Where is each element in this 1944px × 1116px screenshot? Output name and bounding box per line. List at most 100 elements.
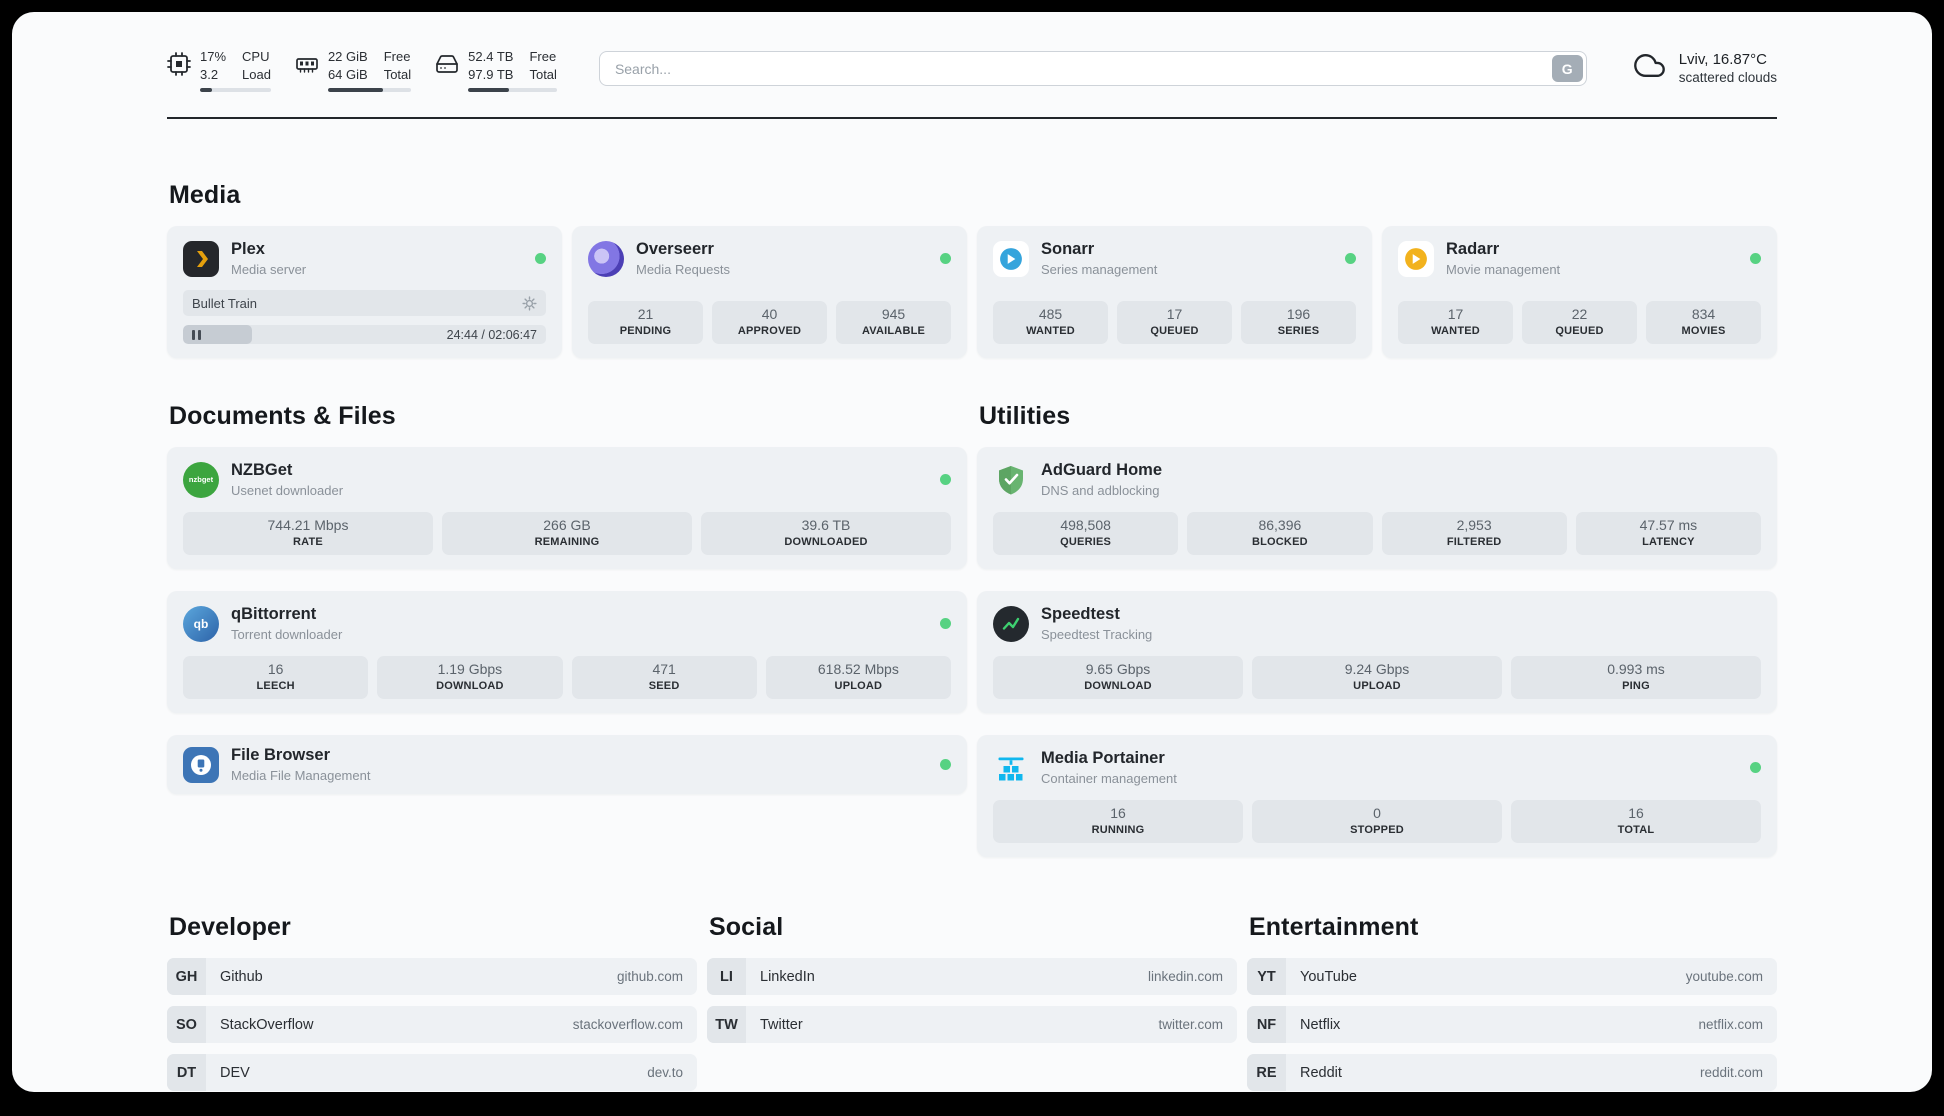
memory-free: 22 GiB	[327, 49, 368, 64]
bookmark-url: reddit.com	[1699, 1065, 1763, 1081]
section-title-media: Media	[169, 181, 241, 210]
portainer-icon	[993, 750, 1029, 786]
storage-total-label: Total	[529, 66, 557, 82]
stat-leech: 16 LEECH	[183, 656, 369, 700]
stat-approved: 40 APPROVED	[712, 301, 827, 345]
app-card-adguard[interactable]: AdGuard Home DNS and adblocking 498,508 Q…	[977, 447, 1777, 570]
search-engine-button[interactable]: G	[1551, 55, 1583, 82]
stat-series: 196 SERIES	[1241, 301, 1356, 345]
bookmark-github[interactable]: GH Github github.com	[167, 958, 697, 996]
cpu-load-label: Load	[242, 66, 271, 82]
stat-running: 16 RUNNING	[993, 800, 1243, 844]
bookmark-linkedin[interactable]: LI LinkedIn linkedin.com	[707, 958, 1237, 996]
section-title-social: Social	[709, 913, 784, 942]
app-subtitle: Speedtest Tracking	[1041, 627, 1153, 643]
app-name: Plex	[231, 240, 265, 259]
app-name: qBittorrent	[231, 605, 317, 624]
bookmark-url: github.com	[616, 969, 683, 985]
app-card-overseerr[interactable]: Overseerr Media Requests 21 PENDING 40 APP…	[572, 226, 967, 359]
memory-icon	[295, 52, 319, 76]
stat-available: 945 AVAILABLE	[836, 301, 951, 345]
storage-total: 97.9 TB	[468, 66, 514, 82]
stat-upload: 618.52 Mbps UPLOAD	[765, 656, 951, 700]
stat-downloaded: 39.6 TB DOWNLOADED	[701, 512, 951, 556]
bookmark-name: Netflix	[1300, 1016, 1341, 1033]
bookmark-youtube[interactable]: YT YouTube youtube.com	[1247, 958, 1777, 996]
app-card-radarr[interactable]: Radarr Movie management 17 WANTED 22 QUEUE…	[1382, 226, 1777, 359]
settings-gear-icon[interactable]	[522, 296, 537, 311]
app-card-nzbget[interactable]: nzbget NZBGet Usenet downloader 744.21 M…	[167, 447, 967, 570]
app-subtitle: Movie management	[1446, 262, 1561, 278]
adguard-icon	[993, 462, 1029, 498]
status-online-dot	[940, 474, 951, 486]
qbittorrent-icon: qb	[183, 605, 219, 642]
app-name: NZBGet	[231, 461, 293, 480]
nzbget-icon: nzbget	[183, 461, 219, 498]
app-card-plex[interactable]: Plex Media server Bullet Train	[167, 226, 562, 359]
bookmark-reddit[interactable]: RE Reddit reddit.com	[1247, 1054, 1777, 1092]
bookmark-name: YouTube	[1300, 968, 1357, 985]
bookmark-abbr: TW	[707, 1006, 746, 1044]
bookmark-abbr: YT	[1247, 958, 1286, 996]
app-card-speedtest[interactable]: Speedtest Speedtest Tracking 9.65 Gbps DO…	[977, 591, 1777, 714]
stat-download: 1.19 Gbps DOWNLOAD	[377, 656, 563, 700]
bookmark-twitter[interactable]: TW Twitter twitter.com	[707, 1006, 1237, 1044]
bookmark-abbr: RE	[1247, 1054, 1286, 1092]
cpu-load-avg: 3.2	[200, 66, 219, 82]
player-progress-track[interactable]: 24:44 / 02:06:47	[183, 325, 546, 345]
status-online-dot	[1750, 762, 1761, 774]
app-name: File Browser	[231, 746, 331, 765]
memory-free-label: Free	[383, 49, 411, 64]
memory-total-label: Total	[383, 66, 412, 82]
storage-free-label: Free	[529, 49, 557, 64]
bookmark-dev[interactable]: DT DEV dev.to	[167, 1054, 697, 1092]
app-card-qbittorrent[interactable]: qb qBittorrent Torrent downloader 16 LEEC…	[167, 591, 967, 714]
app-subtitle: Series management	[1041, 262, 1158, 278]
stat-latency: 47.57 ms LATENCY	[1575, 512, 1761, 556]
now-playing-bar: Bullet Train	[183, 290, 546, 317]
section-title-developer: Developer	[169, 913, 291, 942]
stat-stopped: 0 STOPPED	[1252, 800, 1502, 844]
stat-queued: 17 QUEUED	[1117, 301, 1232, 345]
app-card-portainer[interactable]: Media Portainer Container management 16 R…	[977, 735, 1777, 858]
section-title-entertainment: Entertainment	[1249, 913, 1419, 942]
system-monitors: 17% 3.2 CPU Load	[167, 48, 557, 93]
section-documents: Documents & Files nzbget NZBGet Usenet d…	[167, 402, 967, 857]
weather-widget: Lviv, 16.87°C scattered clouds	[1631, 50, 1777, 86]
bookmark-stackoverflow[interactable]: SO StackOverflow stackoverflow.com	[167, 1006, 697, 1044]
app-name: Overseerr	[636, 240, 714, 259]
app-name: Radarr	[1446, 240, 1500, 259]
search-input[interactable]	[598, 51, 1587, 86]
status-online-dot	[940, 253, 951, 265]
app-subtitle: Media File Management	[231, 768, 371, 784]
bookmark-name: Reddit	[1300, 1064, 1342, 1081]
filebrowser-icon	[183, 746, 219, 783]
player-time: 24:44 / 02:06:47	[446, 328, 537, 343]
stat-wanted: 485 WANTED	[993, 301, 1108, 345]
bookmark-name: LinkedIn	[760, 968, 815, 985]
app-card-filebrowser[interactable]: File Browser Media File Management	[167, 735, 967, 795]
bookmark-name: Github	[220, 968, 263, 985]
app-name: Sonarr	[1041, 240, 1095, 259]
bookmark-netflix[interactable]: NF Netflix netflix.com	[1247, 1006, 1777, 1044]
storage-monitor: 52.4 TB 97.9 TB Free Total	[435, 48, 557, 93]
storage-progress-fill	[468, 88, 509, 93]
bookmark-url: linkedin.com	[1147, 969, 1223, 985]
stat-movies: 834 MOVIES	[1646, 301, 1761, 345]
bookmark-url: netflix.com	[1698, 1017, 1763, 1033]
storage-free: 52.4 TB	[468, 49, 514, 64]
cpu-monitor: 17% 3.2 CPU Load	[167, 48, 271, 93]
app-subtitle: Container management	[1041, 771, 1177, 787]
section-entertainment: Entertainment YT YouTube youtube.com NF …	[1247, 913, 1777, 1092]
bookmark-abbr: NF	[1247, 1006, 1286, 1044]
section-utilities: Utilities AdGuard Home DNS and adblockin…	[977, 402, 1777, 858]
app-subtitle: DNS and adblocking	[1041, 483, 1160, 499]
pause-icon[interactable]	[192, 329, 201, 340]
section-social: Social LI LinkedIn linkedin.com TW Twitt…	[707, 913, 1237, 1092]
bookmark-name: DEV	[220, 1064, 250, 1081]
bookmark-name: Twitter	[760, 1016, 803, 1033]
cpu-progress-fill	[200, 88, 213, 93]
app-card-sonarr[interactable]: Sonarr Series management 485 WANTED 17 QUE…	[977, 226, 1372, 359]
stat-wanted: 17 WANTED	[1398, 301, 1513, 345]
top-bar: 17% 3.2 CPU Load	[167, 12, 1777, 93]
